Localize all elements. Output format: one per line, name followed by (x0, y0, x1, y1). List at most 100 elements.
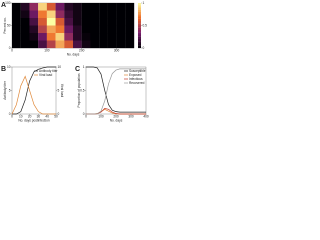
colorbar-step (138, 32, 141, 35)
heat-cell (12, 10, 21, 19)
colorbar-step (138, 3, 141, 6)
heat-cell (125, 25, 135, 34)
heat-cell (55, 40, 65, 49)
y2-axis-label: Viral load (60, 84, 64, 97)
x-tick-label: 40 (45, 115, 49, 119)
colorbar-step (138, 45, 141, 49)
heat-cell (46, 25, 56, 34)
heat-cell (116, 10, 126, 19)
y-tick-label: 0 (9, 46, 11, 50)
heat-cell (73, 33, 82, 41)
heat-cell (12, 25, 21, 34)
x-axis-label: No. days (67, 52, 80, 56)
colorbar-step (138, 30, 141, 33)
y-tick-label: 5 (9, 88, 11, 92)
y2-tick-label: 5 (58, 88, 60, 92)
heat-cell (107, 10, 117, 19)
x-tick-label: 100 (98, 115, 104, 119)
heat-cell (38, 40, 47, 49)
heat-cell (20, 18, 30, 26)
heat-cell (90, 33, 100, 41)
colorbar-step (138, 7, 141, 10)
x-tick-label: 50 (54, 115, 58, 119)
heat-cell (90, 25, 100, 34)
heat-cell (55, 25, 65, 34)
colorbar-step (138, 25, 141, 28)
y-tick-label: 0 (9, 112, 11, 116)
heat-cell (125, 3, 135, 11)
heat-cell (38, 3, 47, 11)
x-tick-label: 300 (114, 49, 120, 53)
heat-cell (20, 25, 30, 34)
heat-cell (116, 3, 126, 11)
colorbar-step (138, 9, 141, 13)
heat-cell (73, 18, 82, 26)
heat-cell (99, 18, 108, 26)
heat-cell (81, 40, 91, 49)
x-tick-label: 0 (11, 115, 13, 119)
heat-cell (73, 3, 82, 11)
heat-cell (99, 3, 108, 11)
x-axis-label: No. days (110, 118, 123, 122)
heat-cell (64, 3, 74, 11)
heat-cell (29, 25, 39, 34)
y-tick-label: 50 (7, 23, 11, 27)
heat-cell (38, 10, 47, 19)
heat-cell (125, 33, 135, 41)
heat-cell (55, 33, 65, 41)
heat-cell (12, 3, 21, 11)
heat-cell (73, 40, 82, 49)
heat-cell (38, 18, 47, 26)
colorbar-step (138, 36, 141, 40)
legend-label: Viral load (39, 73, 52, 77)
series-line (11, 75, 56, 115)
heat-cell (46, 10, 56, 19)
heat-cell (81, 25, 91, 34)
panel-label: B (1, 66, 6, 73)
heat-cell (55, 18, 65, 26)
page: A 0 100 200 300 0 50 100 No. days Percent no. 0 0.5… (1, 0, 149, 123)
y-tick-label: 0 (83, 112, 85, 116)
heat-cell (20, 3, 30, 11)
heat-cell (99, 40, 108, 49)
heat-cell (29, 18, 39, 26)
heat-cell (29, 10, 39, 19)
heat-cell (73, 25, 82, 34)
heat-cell (46, 33, 56, 41)
heat-cell (81, 33, 91, 41)
heat-cell (20, 10, 30, 19)
heat-cell (20, 33, 30, 41)
colorbar-step (138, 14, 141, 17)
x-tick-label: 200 (113, 115, 119, 119)
heat-cell (46, 40, 56, 49)
heat-cell (116, 18, 126, 26)
y-tick-label: 1 (83, 65, 85, 69)
heat-cell (46, 3, 56, 11)
heat-cell (29, 40, 39, 49)
colorbar-step (138, 43, 141, 46)
colorbar-step (138, 16, 141, 19)
heat-cell (12, 40, 21, 49)
x-tick-label: 30 (37, 115, 41, 119)
heat-cell (55, 3, 65, 11)
heat-cell (46, 18, 56, 26)
heat-cell (125, 10, 135, 19)
panel-label: C (75, 66, 80, 73)
colorbar-step (138, 41, 141, 44)
colorbar-tick-label: 1 (143, 1, 145, 5)
colorbar-step (138, 5, 141, 8)
heat-cell (64, 33, 74, 41)
colorbar-step (138, 21, 141, 24)
heat-cell (64, 18, 74, 26)
x-tick-label: 10 (19, 115, 23, 119)
heat-cell (73, 10, 82, 19)
colorbar-tick-label: 0.5 (143, 23, 148, 27)
heat-cell (81, 3, 91, 11)
heat-cell (107, 25, 117, 34)
x-tick-label: 300 (128, 115, 134, 119)
legend-label: Exposed (129, 73, 142, 77)
heat-cell (107, 40, 117, 49)
x-tick-label: 0 (11, 49, 13, 53)
colorbar-step (138, 18, 141, 22)
